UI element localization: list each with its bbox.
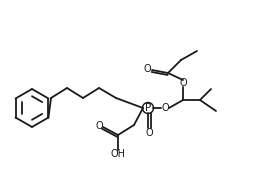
Text: O: O xyxy=(161,103,169,113)
Text: O: O xyxy=(179,78,187,88)
Text: O: O xyxy=(143,64,151,74)
Text: P: P xyxy=(145,103,151,113)
Text: OH: OH xyxy=(110,149,125,159)
Text: O: O xyxy=(95,121,103,131)
Text: O: O xyxy=(145,128,153,138)
